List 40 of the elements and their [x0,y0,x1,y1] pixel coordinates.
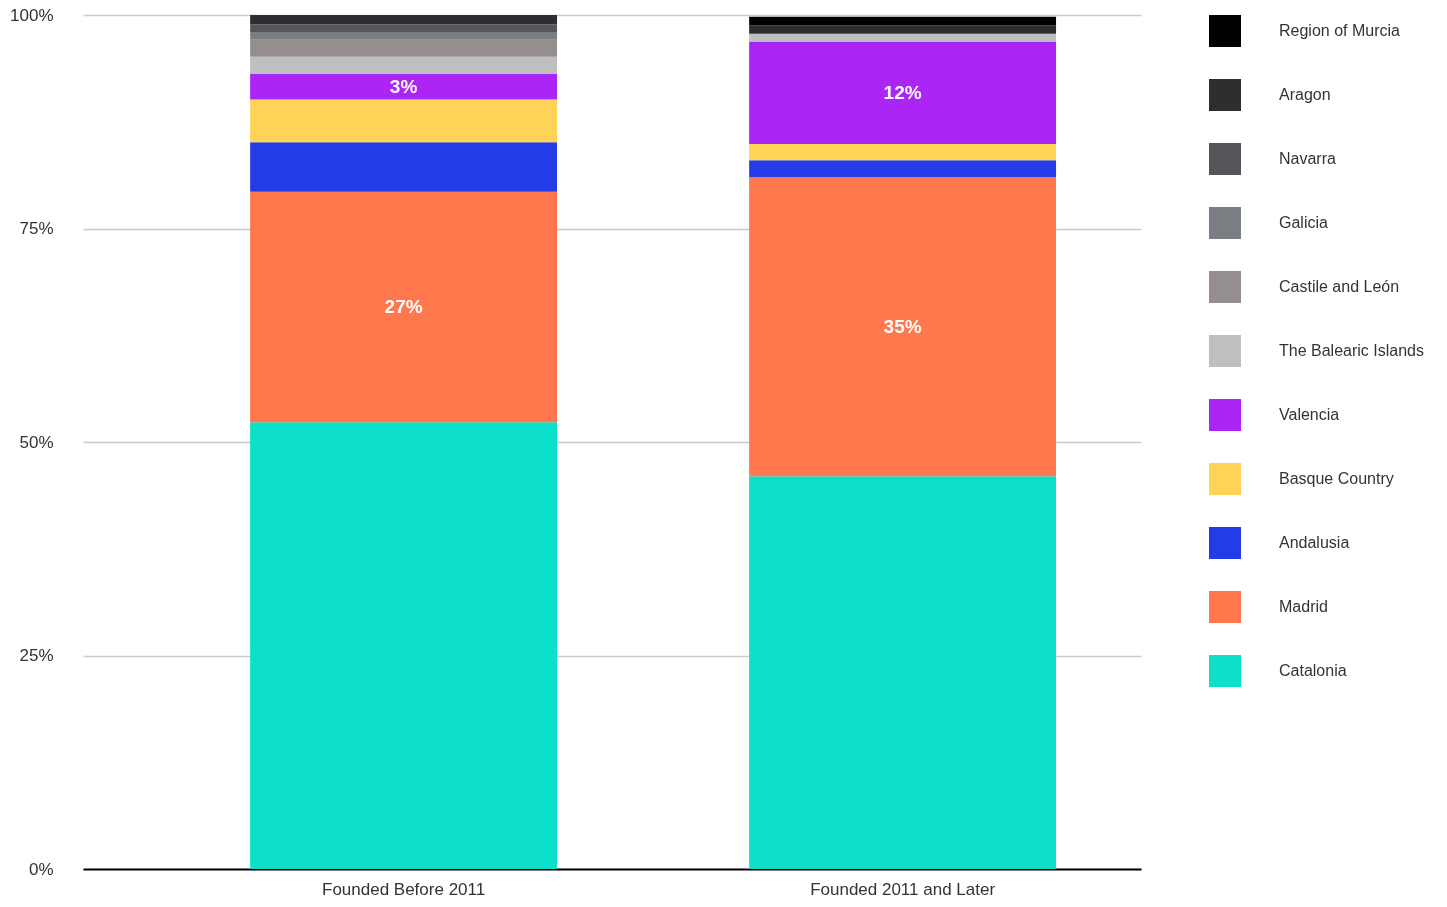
legend-label: Andalusia [1279,534,1350,551]
legend-label: Aragon [1279,86,1331,103]
bar [749,33,1057,42]
y-tick-label: 50% [19,432,54,452]
bar [749,160,1057,178]
legend-label: Basque Country [1279,470,1394,487]
y-tick-label: 75% [19,219,54,238]
data-label: 3% [389,75,418,97]
bar [250,73,558,100]
legend-label: Madrid [1279,598,1328,615]
bar [250,39,558,57]
legend-label: Region of Murcia [1279,22,1401,39]
data-label: 35% [883,315,922,337]
bar [250,99,558,143]
bar [749,41,1057,144]
legend-label: Valencia [1279,406,1340,423]
legend-label: Navarra [1279,150,1337,167]
bar [250,191,558,423]
legend-label: Galicia [1279,214,1329,231]
bar [749,476,1057,869]
y-tick-label: 100% [10,5,54,25]
bar [749,177,1057,477]
data-label: 27% [384,296,423,318]
data-label: 12% [883,81,922,103]
y-tick-label: 25% [19,646,54,665]
bar [749,25,1057,34]
bar [250,142,558,192]
bar [749,143,1057,161]
bar [749,16,1057,26]
y-tick-label: 0% [28,859,54,879]
bar [250,56,558,74]
legend-label: Catalonia [1279,662,1347,679]
bar [250,15,558,25]
legend-label: The Balearic Islands [1279,342,1424,359]
bar [250,24,558,33]
bar [250,32,558,40]
x-tick-label: Founded 2011 and Later [810,879,996,899]
x-tick-label: Founded Before 2011 [321,879,486,899]
bar [250,422,558,869]
legend-label: Castile and León [1279,278,1400,295]
